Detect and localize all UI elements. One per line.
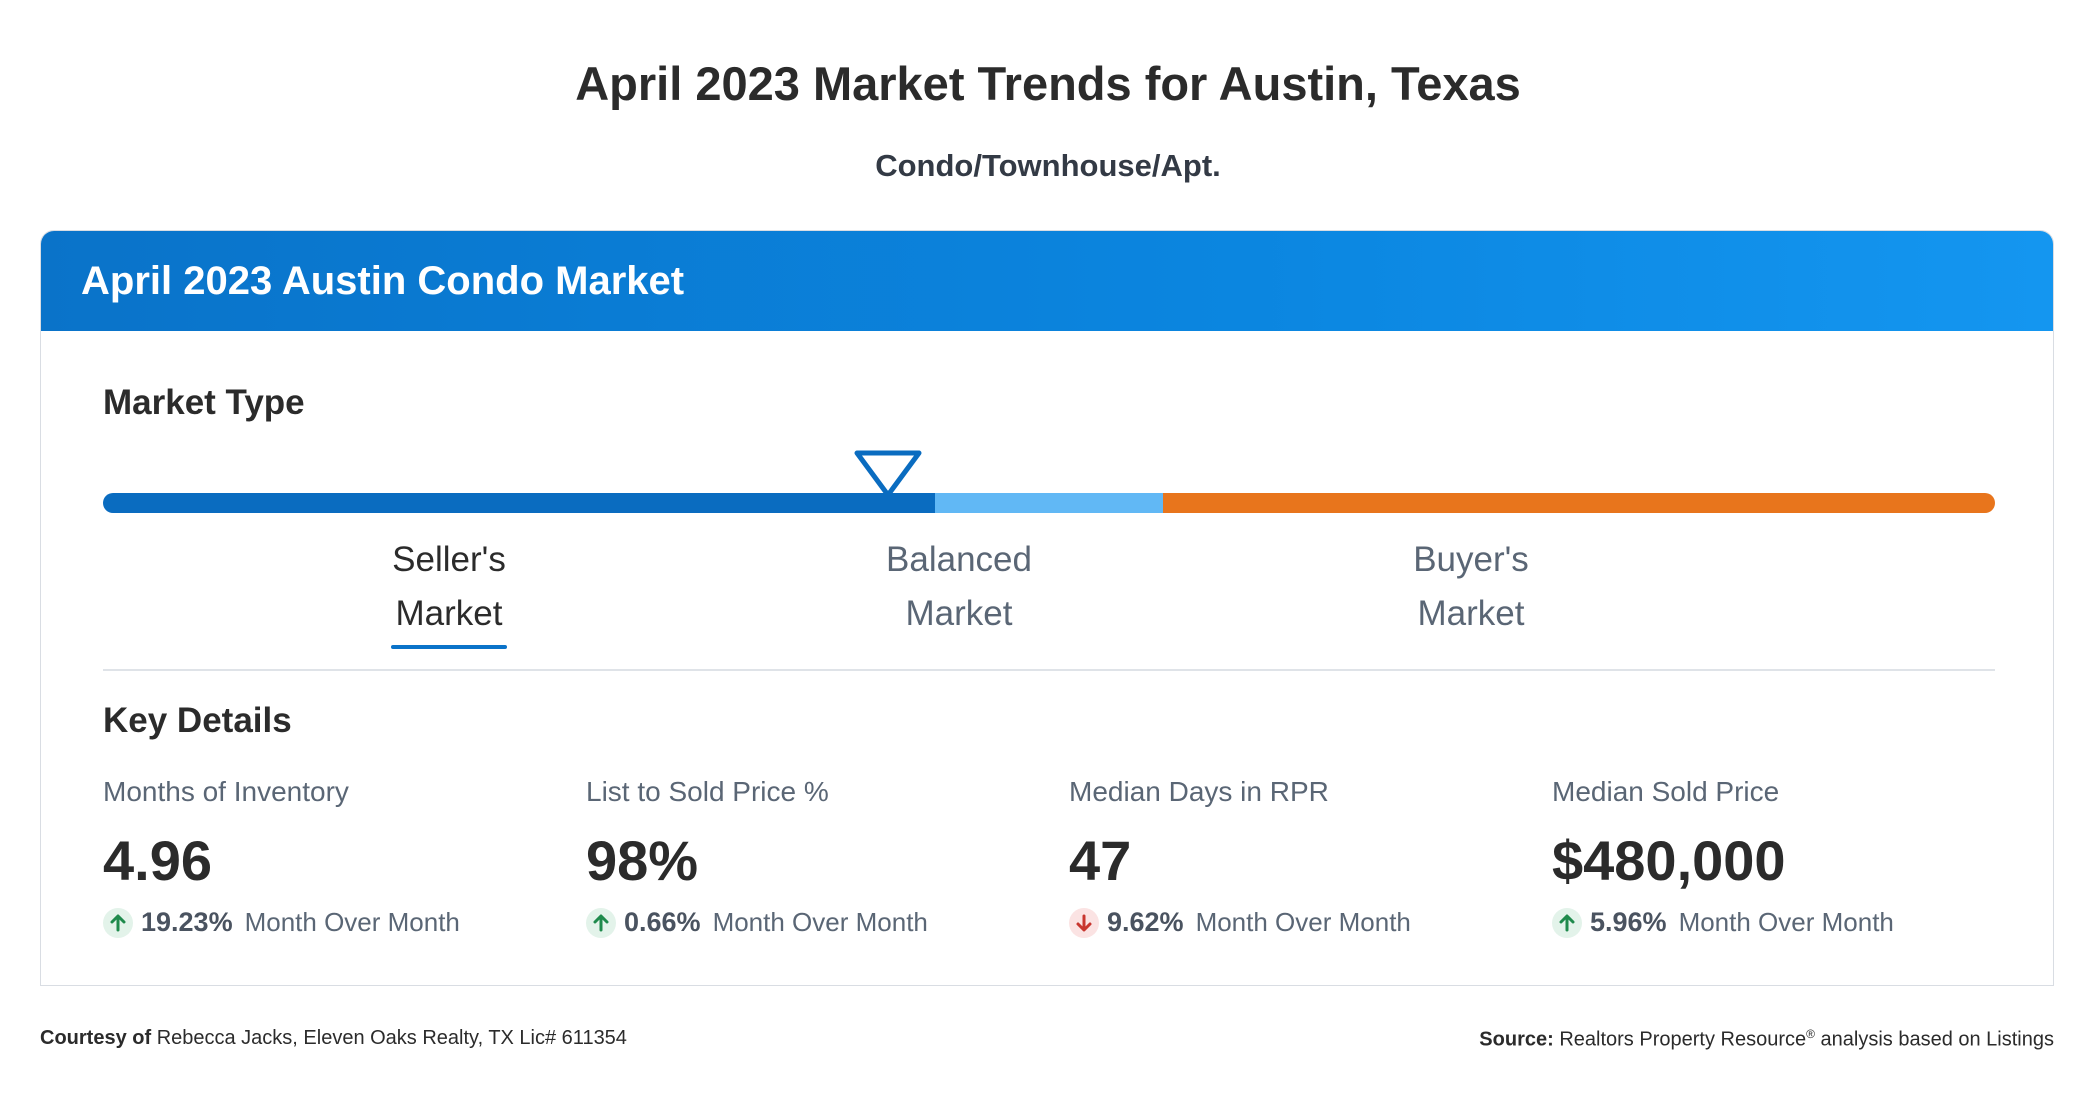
- source-footer: Source: Realtors Property Resource® anal…: [1479, 1027, 2054, 1052]
- stat-value: 4.96: [103, 829, 212, 892]
- stat-value: $480,000: [1552, 829, 1786, 892]
- buyers-segment: [1162, 493, 1995, 513]
- change-period: Month Over Month: [712, 907, 928, 937]
- stat-label: Months of Inventory: [103, 776, 349, 807]
- sellers-market-label[interactable]: Seller's Market: [319, 533, 579, 649]
- balanced-segment: [935, 493, 1163, 513]
- stat-change: 9.62% Month Over Month: [1069, 907, 1529, 938]
- stat-label: List to Sold Price %: [586, 776, 829, 807]
- stat-median-sold-price: Median Sold Price $480,000 5.96% Month O…: [1552, 776, 2012, 938]
- source-label: Source:: [1479, 1028, 1554, 1051]
- sellers-segment: [103, 493, 936, 513]
- buyers-market-label[interactable]: Buyer's Market: [1413, 540, 1529, 633]
- stat-label: Median Days in RPR: [1069, 776, 1329, 807]
- stat-months-of-inventory: Months of Inventory 4.96 19.23% Month Ov…: [103, 776, 563, 938]
- card-header: April 2023 Austin Condo Market: [41, 231, 2053, 331]
- arrow-up-icon: [1552, 907, 1582, 938]
- stat-label: Median Sold Price: [1552, 776, 1780, 807]
- stat-value: 98%: [586, 829, 699, 892]
- page-subtitle: Condo/Townhouse/Apt.: [875, 148, 1221, 183]
- courtesy-footer: Courtesy of Rebecca Jacks, Eleven Oaks R…: [40, 1027, 627, 1050]
- market-type-heading: Market Type: [103, 383, 305, 422]
- change-period: Month Over Month: [1195, 907, 1411, 937]
- stat-list-to-sold-price: List to Sold Price % 98% 0.66% Month Ove…: [586, 776, 1046, 938]
- stat-change: 5.96% Month Over Month: [1552, 907, 2012, 938]
- stat-median-days-in-rpr: Median Days in RPR 47 9.62% Month Over M…: [1069, 776, 1529, 938]
- source-text-suffix: analysis based on Listings: [1814, 1028, 2055, 1051]
- registered-mark: ®: [1806, 1027, 1815, 1041]
- card-title: April 2023 Austin Condo Market: [81, 259, 685, 303]
- stat-change: 19.23% Month Over Month: [103, 907, 563, 938]
- selected-underline: [391, 645, 507, 649]
- stat-change: 0.66% Month Over Month: [586, 907, 1046, 938]
- change-period: Month Over Month: [244, 907, 460, 937]
- source-text: Realtors Property Resource: [1559, 1028, 1807, 1051]
- page-title: April 2023 Market Trends for Austin, Tex…: [575, 57, 1521, 110]
- courtesy-text: Rebecca Jacks, Eleven Oaks Realty, TX Li…: [156, 1027, 627, 1049]
- change-percent: 5.96%: [1590, 907, 1667, 937]
- market-type-bar: [103, 493, 1995, 513]
- arrow-up-icon: [103, 907, 133, 938]
- balanced-market-label[interactable]: Balanced Market: [886, 540, 1032, 633]
- section-divider: [103, 669, 1995, 671]
- key-details-heading: Key Details: [103, 701, 292, 740]
- change-period: Month Over Month: [1678, 907, 1894, 937]
- market-card: April 2023 Austin Condo Market Market Ty…: [40, 230, 2054, 986]
- stat-value: 47: [1069, 829, 1132, 892]
- arrow-down-icon: [1069, 907, 1099, 938]
- change-percent: 9.62%: [1107, 907, 1184, 937]
- courtesy-label: Courtesy of: [40, 1027, 152, 1049]
- down-triangle-icon: [854, 450, 922, 498]
- change-percent: 0.66%: [624, 907, 701, 937]
- arrow-up-icon: [586, 907, 616, 938]
- change-percent: 19.23%: [141, 907, 233, 937]
